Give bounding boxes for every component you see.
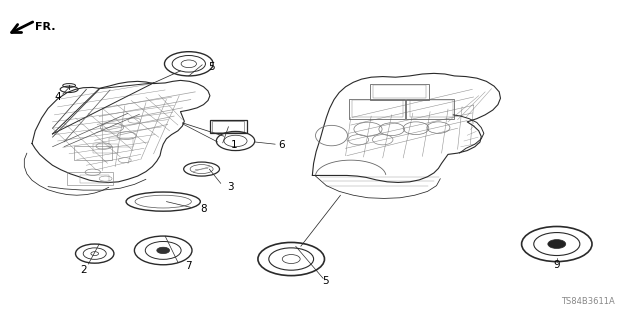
Text: TS84B3611A: TS84B3611A xyxy=(561,297,614,306)
Text: 5: 5 xyxy=(322,276,328,286)
Text: 1: 1 xyxy=(231,140,237,150)
Text: 7: 7 xyxy=(186,261,192,271)
Text: FR.: FR. xyxy=(35,22,56,32)
Text: 4: 4 xyxy=(54,92,61,102)
Text: 2: 2 xyxy=(80,264,86,275)
Ellipse shape xyxy=(157,247,170,254)
Ellipse shape xyxy=(548,240,566,249)
Text: 8: 8 xyxy=(200,204,207,214)
Text: 5: 5 xyxy=(208,62,214,72)
Text: 3: 3 xyxy=(227,182,234,192)
Text: 9: 9 xyxy=(554,260,560,270)
Text: 6: 6 xyxy=(278,140,285,150)
